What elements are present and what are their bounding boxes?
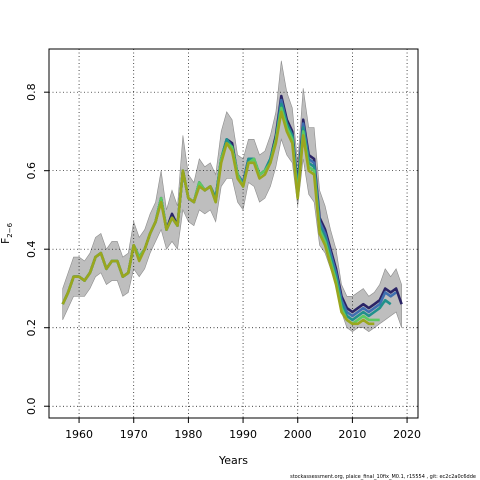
x-tick-label: 2000 (284, 428, 312, 441)
x-tick-label: 1970 (120, 428, 148, 441)
y-axis-title-subscript: 2−6 (6, 222, 14, 237)
confidence-band (62, 60, 402, 332)
x-axis-title: Years (218, 454, 248, 467)
x-tick-label: 2010 (338, 428, 366, 441)
x-tick-label: 2020 (393, 428, 421, 441)
plot-frame (48, 48, 419, 419)
x-tick-label: 1990 (229, 428, 257, 441)
axis-layer: 1960 1970 1980 1990 2000 2010 2020 0.0 0.2 0.4 0.6… (25, 83, 421, 441)
y-tick-label: 0.0 (25, 397, 38, 415)
confidence-band-layer (62, 60, 402, 332)
grid-layer (49, 49, 418, 418)
footnote: stockassessment.org, plaice_final_10fix_… (290, 474, 476, 480)
y-tick-label: 0.6 (25, 162, 38, 180)
y-tick-label: 0.8 (25, 83, 38, 101)
y-axis-title-main: F (0, 238, 12, 244)
x-tick-label: 1960 (65, 428, 93, 441)
y-axis-title: F2−6 (0, 222, 14, 244)
y-tick-label: 0.4 (25, 240, 38, 258)
x-tick-label: 1980 (174, 428, 202, 441)
series-layer (61, 94, 403, 326)
series-line-5 (61, 110, 375, 326)
y-tick-label: 0.2 (25, 319, 38, 337)
